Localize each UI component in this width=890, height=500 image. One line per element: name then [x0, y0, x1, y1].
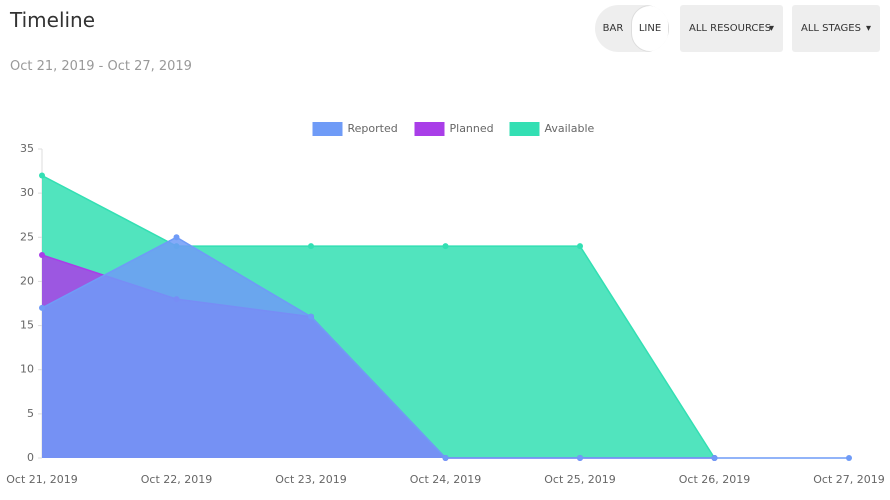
point	[173, 234, 180, 241]
point	[39, 251, 45, 258]
point	[846, 455, 852, 461]
y-tick-label: 25	[20, 230, 34, 243]
point	[711, 455, 718, 461]
page-title: Timeline	[10, 8, 96, 32]
y-tick-label: 30	[20, 186, 34, 199]
point	[577, 455, 583, 461]
y-tick-label: 5	[27, 407, 34, 420]
y-tick-label: 10	[20, 363, 34, 376]
point	[39, 304, 45, 311]
legend-label: Available	[545, 122, 595, 135]
area	[42, 237, 849, 458]
y-tick-label: 0	[27, 451, 34, 464]
x-tick-label: Oct 24, 2019	[410, 473, 482, 486]
legend-swatch	[509, 122, 540, 136]
point	[577, 243, 583, 250]
line	[41, 174, 716, 459]
resources-dropdown[interactable]: ALL RESOURCES	[680, 5, 783, 52]
x-tick-label: Oct 22, 2019	[141, 473, 213, 486]
y-tick-label: 15	[20, 319, 34, 332]
x-tick-label: Oct 23, 2019	[275, 473, 347, 486]
legend-label: Reported	[348, 122, 398, 135]
y-tick-label: 35	[20, 142, 34, 155]
x-tick-label: Oct 21, 2019	[6, 473, 78, 486]
stages-dropdown[interactable]: ALL STAGES	[792, 5, 880, 52]
point	[39, 172, 45, 179]
legend-label: Planned	[450, 122, 494, 135]
bar-button[interactable]: BAR	[602, 23, 624, 34]
x-tick-label: Oct 26, 2019	[679, 473, 751, 486]
line-button[interactable]: LINE	[631, 5, 669, 52]
point	[442, 455, 449, 461]
legend-swatch	[312, 122, 343, 136]
point	[442, 243, 449, 250]
point	[308, 313, 314, 320]
date-range: Oct 21, 2019 - Oct 27, 2019	[10, 59, 192, 74]
x-tick-label: Oct 25, 2019	[544, 473, 616, 486]
legend-swatch	[414, 122, 445, 136]
x-tick-label: Oct 27, 2019	[813, 473, 885, 486]
point	[308, 243, 314, 250]
view-toggle: BAR LINE	[595, 5, 669, 52]
y-tick-label: 20	[20, 274, 34, 287]
